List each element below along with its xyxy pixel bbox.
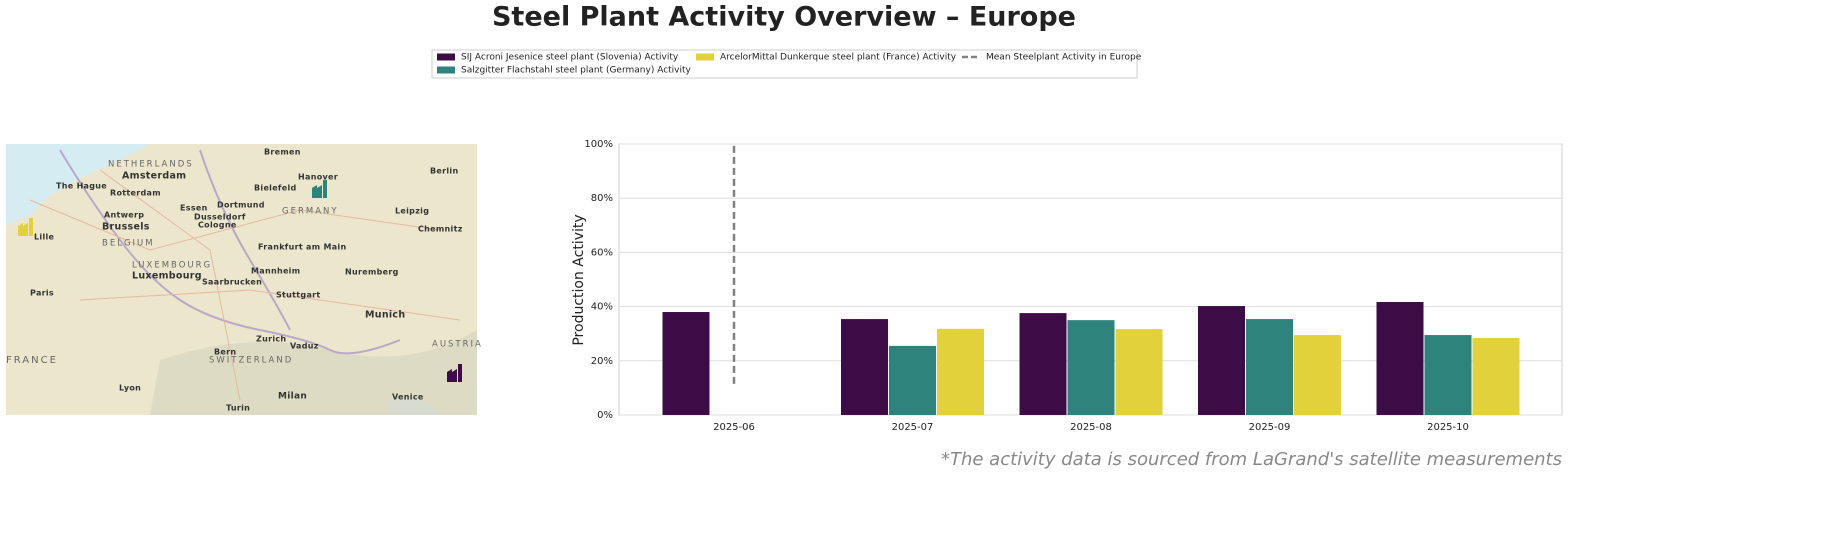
map-road	[29, 169, 461, 401]
map-label: Brussels	[102, 222, 150, 233]
bar	[841, 319, 888, 415]
map-label: NETHERLANDS	[108, 160, 194, 170]
map-label: FRANCE	[6, 355, 58, 366]
map-label: Amsterdam	[122, 171, 186, 182]
map-label: Bielefeld	[254, 184, 297, 193]
bar	[1067, 320, 1115, 415]
y-tick-label: 100%	[584, 139, 613, 150]
map-label: Frankfurt am Main	[258, 243, 346, 252]
bar	[937, 328, 984, 415]
plant-icon	[447, 364, 462, 382]
map-label: Leipzig	[395, 207, 429, 216]
footnote: *The activity data is sourced from LaGra…	[941, 449, 1562, 470]
x-tick-label: 2025-09	[1249, 422, 1291, 433]
bar	[1246, 319, 1293, 415]
map-label: Vaduz	[290, 342, 319, 351]
map-label: The Hague	[56, 182, 107, 191]
bar	[1019, 313, 1067, 415]
map-label: Luxembourg	[132, 271, 202, 282]
plant-icon	[312, 180, 327, 198]
bar	[1376, 301, 1424, 415]
x-tick-label: 2025-06	[713, 422, 755, 433]
map-border	[199, 149, 291, 331]
legend-label: Mean Steelplant Activity in Europe	[986, 53, 1142, 63]
map-label: Turin	[226, 404, 250, 413]
bar	[889, 345, 936, 415]
bar	[1198, 306, 1245, 415]
map-label: LUXEMBOURG	[132, 261, 212, 271]
y-tick-label: 0%	[597, 410, 613, 421]
map-label: Milan	[278, 392, 307, 402]
y-axis-label: Production Activity	[571, 214, 587, 345]
map-label: Cologne	[198, 221, 237, 230]
map-label: Munich	[365, 310, 405, 321]
y-tick-label: 40%	[591, 302, 613, 313]
x-tick-label: 2025-08	[1070, 422, 1112, 433]
map-label: Essen	[180, 204, 208, 213]
x-tick-label: 2025-10	[1427, 422, 1469, 433]
map-label: Bern	[214, 348, 236, 357]
map-label: Stuttgart	[276, 291, 321, 300]
map-label: Rotterdam	[110, 189, 161, 198]
bar	[1424, 335, 1472, 415]
map-label: GERMANY	[282, 207, 339, 217]
map-label: Chemnitz	[418, 225, 463, 234]
plant-icon	[18, 218, 33, 236]
y-tick-label: 60%	[591, 247, 613, 258]
x-tick-label: 2025-07	[892, 422, 934, 433]
map-label: Dusseldorf	[194, 213, 246, 222]
map-label: Lille	[34, 233, 55, 242]
map-label: Dortmund	[217, 201, 265, 210]
y-tick-label: 20%	[591, 356, 613, 367]
map-label: Paris	[30, 289, 54, 298]
map-label: Nuremberg	[345, 268, 399, 277]
map: Bremen NETHERLANDS Amsterdam Berlin The …	[6, 144, 483, 415]
map-label: SWITZERLAND	[209, 356, 293, 366]
map-label: Berlin	[430, 167, 458, 176]
bar	[1115, 329, 1163, 415]
legend-swatch	[437, 66, 455, 74]
legend-box	[431, 49, 1138, 79]
map-label: Saarbrucken	[202, 278, 262, 287]
map-label: Hanover	[298, 173, 338, 182]
map-label: Bremen	[264, 148, 301, 157]
legend-label: ArcelorMittal Dunkerque steel plant (Fra…	[720, 53, 957, 63]
map-sea	[6, 144, 150, 225]
legend-swatch	[437, 53, 455, 61]
map-alps	[150, 330, 477, 415]
y-tick-label: 80%	[591, 193, 613, 204]
map-label: BELGIUM	[102, 239, 155, 249]
legend-swatch	[696, 53, 714, 61]
map-border	[59, 149, 401, 355]
chart-title: Steel Plant Activity Overview – Europe	[492, 2, 1076, 33]
map-label: Venice	[392, 393, 424, 402]
bar	[1472, 338, 1520, 415]
legend-label: SIJ Acroni Jesenice steel plant (Sloveni…	[461, 53, 679, 63]
bar	[1294, 335, 1341, 415]
map-label: Zurich	[256, 335, 286, 344]
map-label: Mannheim	[251, 267, 300, 276]
map-label: Antwerp	[104, 211, 144, 220]
legend-label: Salzgitter Flachstahl steel plant (Germa…	[461, 66, 692, 76]
map-label: Lyon	[119, 384, 141, 393]
map-label: AUSTRIA	[432, 340, 483, 350]
bar	[662, 312, 710, 415]
